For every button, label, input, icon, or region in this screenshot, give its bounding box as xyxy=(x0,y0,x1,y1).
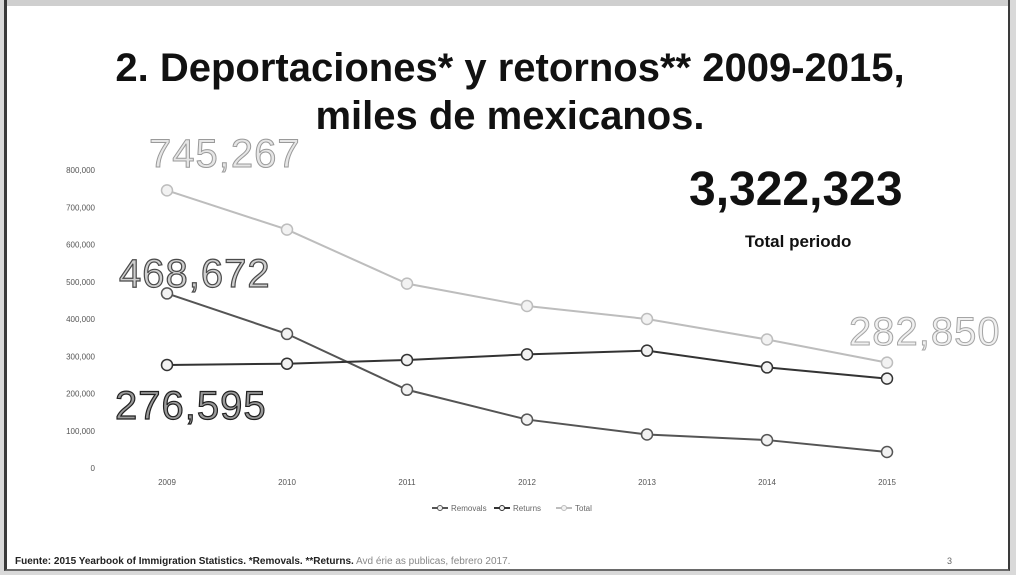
data-point-total xyxy=(760,333,774,346)
data-point-removals xyxy=(400,383,414,397)
legend-label-returns: Returns xyxy=(513,504,541,513)
x-tick-label: 2009 xyxy=(158,478,176,487)
data-point-removals xyxy=(880,445,894,459)
data-point-returns xyxy=(160,358,174,372)
x-tick-label: 2011 xyxy=(398,478,416,487)
data-point-returns xyxy=(400,353,414,367)
footer-source: Fuente: 2015 Yearbook of Immigration Sta… xyxy=(15,556,510,567)
y-tick-label: 400,000 xyxy=(66,315,95,324)
data-point-total xyxy=(640,312,654,326)
x-tick-label: 2014 xyxy=(758,478,776,487)
page-number: 3 xyxy=(947,556,953,566)
x-tick-label: 2013 xyxy=(638,478,656,487)
legend: Removals Returns Total xyxy=(432,504,592,513)
data-point-total xyxy=(280,223,294,236)
data-point-total xyxy=(160,184,174,197)
chart-title-line1: 2. Deportaciones* y retornos** 2009-2015… xyxy=(115,46,905,90)
series-line-total xyxy=(166,189,888,364)
x-tick-label: 2012 xyxy=(518,478,536,487)
footer-note: Avd érie as publicas, febrero 2017. xyxy=(356,556,511,567)
data-point-total xyxy=(880,356,894,369)
y-tick-label: 600,000 xyxy=(66,241,95,250)
y-tick-label: 300,000 xyxy=(66,352,95,361)
line-chart: 0 100,000 200,000 300,000 400,000 500,000 600,… xyxy=(66,166,896,513)
data-point-removals xyxy=(520,413,534,426)
data-point-removals xyxy=(280,327,294,341)
legend-label-total: Total xyxy=(575,504,592,513)
x-axis-ticks: 2009 2010 2011 2012 2013 2014 2015 xyxy=(158,478,896,487)
top-strip xyxy=(7,0,1008,6)
x-tick-label: 2010 xyxy=(278,478,296,487)
data-point-total xyxy=(400,277,414,290)
data-point-returns xyxy=(280,357,294,370)
legend-marker-total xyxy=(561,505,567,511)
legend-label-removals: Removals xyxy=(451,504,487,513)
callout-returns-first: 276,595 xyxy=(114,383,267,428)
callout-total-first: 745,267 xyxy=(149,132,301,177)
legend-marker-removals xyxy=(437,505,443,511)
y-tick-label: 800,000 xyxy=(66,166,95,175)
y-tick-label: 0 xyxy=(91,464,96,473)
callout-total-last: 282,850 xyxy=(849,310,1001,355)
callout-removals-first: 468,672 xyxy=(118,251,271,296)
data-point-returns xyxy=(640,344,654,357)
slide: 2. Deportaciones* y retornos** 2009-2015… xyxy=(4,0,1010,571)
data-point-removals xyxy=(640,428,654,441)
data-point-returns xyxy=(520,348,534,361)
series-layer xyxy=(160,184,894,459)
footer-source-text: Fuente: 2015 Yearbook of Immigration Sta… xyxy=(15,556,354,567)
data-point-removals xyxy=(160,287,174,300)
legend-marker-returns xyxy=(499,505,505,511)
total-period-value: 3,322,323 xyxy=(689,163,903,216)
y-tick-label: 100,000 xyxy=(66,427,95,436)
y-tick-label: 500,000 xyxy=(66,278,95,287)
y-tick-label: 700,000 xyxy=(66,203,95,212)
data-point-returns xyxy=(880,372,894,385)
series-line-removals xyxy=(166,292,888,453)
x-tick-label: 2015 xyxy=(878,478,896,487)
y-tick-label: 200,000 xyxy=(66,390,95,399)
total-period-label: Total periodo xyxy=(745,232,852,251)
data-point-removals xyxy=(760,433,774,447)
chart-title-line2: miles de mexicanos. xyxy=(315,94,705,138)
y-axis-ticks: 0 100,000 200,000 300,000 400,000 500,000 600,… xyxy=(66,166,95,473)
data-point-total xyxy=(520,299,534,313)
data-point-returns xyxy=(760,361,774,374)
